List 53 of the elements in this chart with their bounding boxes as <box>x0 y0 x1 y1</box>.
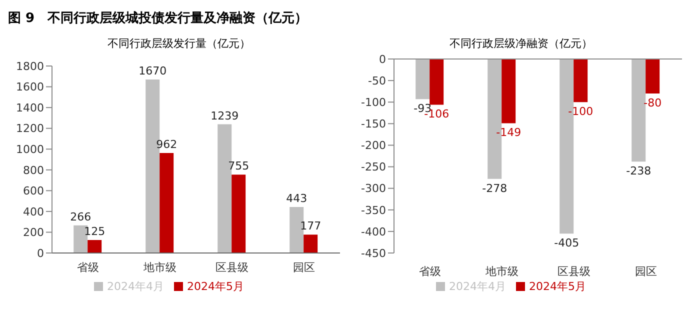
data-label: 1239 <box>210 109 239 122</box>
y-tick-label: -300 <box>361 182 386 196</box>
x-tick-label: 园区 <box>293 260 315 274</box>
y-tick-label: 0 <box>379 52 386 66</box>
y-tick-label: -100 <box>361 96 386 110</box>
chart-title: 不同行政层级净融资（亿元） <box>448 36 594 52</box>
data-label: 755 <box>228 160 250 173</box>
data-label: 266 <box>70 210 92 224</box>
legend-label: 2024年5月 <box>529 280 586 293</box>
bar <box>160 153 174 253</box>
bar <box>88 240 102 253</box>
y-tick-label: -400 <box>361 225 386 238</box>
data-label: 177 <box>300 220 322 233</box>
y-tick-label: 1400 <box>16 101 44 114</box>
y-tick-label: -350 <box>361 204 386 217</box>
y-tick-label: 1000 <box>16 143 44 156</box>
data-label: 443 <box>286 192 308 205</box>
y-tick-label: -200 <box>361 139 386 152</box>
x-tick-label: 省级 <box>419 264 441 278</box>
y-tick-label: 800 <box>23 164 44 177</box>
x-tick-label: 园区 <box>635 264 657 278</box>
y-tick-label: -250 <box>361 160 386 174</box>
x-tick-label: 区县级 <box>558 264 590 278</box>
y-tick-label: 600 <box>23 184 44 198</box>
data-label: -80 <box>644 96 662 110</box>
y-tick-label: -450 <box>361 246 386 260</box>
y-tick-label: 200 <box>23 226 44 240</box>
x-tick-label: 省级 <box>77 260 99 274</box>
data-label: -278 <box>482 182 508 195</box>
legend-label: 2024年4月 <box>449 280 506 293</box>
y-tick-label: 1600 <box>16 80 44 94</box>
legend-label: 2024年4月 <box>107 280 164 293</box>
y-tick-label: -150 <box>361 118 386 131</box>
x-tick-label: 地市级 <box>142 260 176 274</box>
y-tick-label: 400 <box>23 205 44 218</box>
y-tick-label: 1800 <box>16 60 44 73</box>
y-tick-label: 0 <box>37 246 44 260</box>
bar <box>304 234 318 253</box>
data-label: -238 <box>626 164 652 178</box>
x-tick-label: 区县级 <box>216 260 248 274</box>
data-label: -405 <box>554 236 580 250</box>
y-tick-label: -50 <box>368 74 386 88</box>
data-label: 962 <box>156 138 178 152</box>
y-tick-label: 1200 <box>16 122 44 136</box>
chart-title: 图 9 不同行政层级城投债发行量及净融资（亿元） <box>8 10 309 28</box>
chart-subtitle: 不同行政层级发行量（亿元） <box>106 36 252 52</box>
data-label: 1670 <box>138 64 167 78</box>
data-label: -149 <box>496 126 522 140</box>
x-tick-label: 地市级 <box>484 264 518 278</box>
legend-label: 2024年5月 <box>187 280 244 293</box>
data-label: -100 <box>568 105 594 118</box>
bar <box>232 174 246 253</box>
data-label: 125 <box>84 225 106 238</box>
